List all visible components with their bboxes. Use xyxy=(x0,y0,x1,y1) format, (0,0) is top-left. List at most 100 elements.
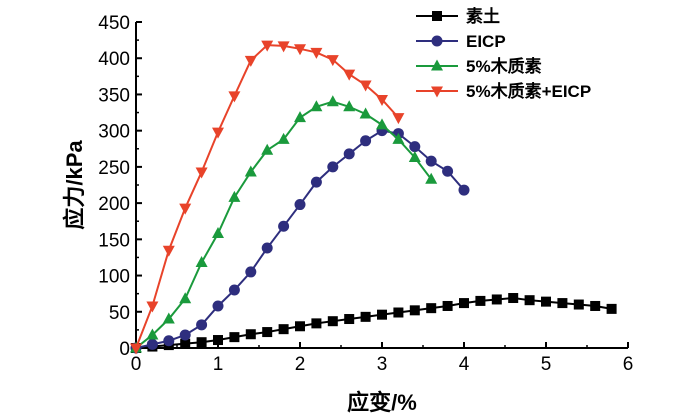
data-point xyxy=(294,44,306,56)
series-0 xyxy=(131,293,617,353)
data-point xyxy=(294,111,306,123)
data-point xyxy=(180,338,191,349)
data-point xyxy=(229,332,240,343)
y-tick-label: 100 xyxy=(98,267,130,288)
data-point xyxy=(277,132,290,144)
y-tick-label: 0 xyxy=(119,339,130,360)
data-point xyxy=(425,155,437,167)
plot-area xyxy=(135,22,628,349)
series-line xyxy=(135,129,465,349)
y-tick-label: 150 xyxy=(98,230,130,251)
x-tick-label: 3 xyxy=(377,354,388,375)
data-point xyxy=(327,316,338,327)
data-point xyxy=(179,292,192,304)
y-tick-label: 200 xyxy=(98,194,130,215)
data-point xyxy=(244,55,257,67)
data-point xyxy=(295,321,305,332)
data-point xyxy=(377,309,387,320)
data-point xyxy=(244,165,257,177)
series-2 xyxy=(130,95,438,353)
data-point xyxy=(196,337,207,348)
series-3 xyxy=(130,40,405,355)
data-point xyxy=(344,314,355,325)
legend: 素土 EICP 5%木质素 5%木质素+EICP xyxy=(416,6,591,101)
data-point xyxy=(261,242,273,254)
data-point xyxy=(524,295,535,306)
data-point xyxy=(195,256,208,268)
data-point xyxy=(541,296,551,307)
x-tick-label: 4 xyxy=(459,354,470,375)
data-point xyxy=(327,161,339,173)
x-tick-label: 6 xyxy=(623,354,634,375)
data-point xyxy=(245,329,256,340)
data-point xyxy=(376,118,388,130)
data-point xyxy=(162,312,175,324)
series-layer xyxy=(130,40,617,355)
data-point xyxy=(163,335,175,347)
data-point xyxy=(360,311,371,322)
data-point xyxy=(278,324,289,335)
series-line xyxy=(135,297,612,349)
x-axis: 0 1 2 3 4 5 6 xyxy=(131,342,634,375)
y-tick-label: 50 xyxy=(109,303,130,324)
y-tick-label: 450 xyxy=(98,13,130,34)
legend-marker xyxy=(431,35,443,47)
data-point xyxy=(261,143,274,155)
x-tick-label: 2 xyxy=(295,354,306,375)
data-point xyxy=(343,69,356,81)
y-tick-label: 250 xyxy=(98,158,130,179)
legend-item: EICP xyxy=(416,32,506,51)
legend-label: 素土 xyxy=(466,6,500,26)
data-point xyxy=(196,319,208,331)
y-tick-label: 400 xyxy=(98,49,130,70)
data-point xyxy=(606,303,617,314)
data-point xyxy=(245,266,257,278)
data-point xyxy=(212,300,224,312)
data-point xyxy=(228,284,240,296)
data-point xyxy=(458,184,470,196)
data-point xyxy=(475,295,486,306)
series-1 xyxy=(130,125,470,354)
data-point xyxy=(310,176,322,188)
data-point xyxy=(360,135,372,147)
data-point xyxy=(459,298,469,309)
data-point xyxy=(392,113,405,125)
data-point xyxy=(162,245,175,257)
data-point xyxy=(508,293,519,304)
data-point xyxy=(409,141,421,153)
data-point xyxy=(146,301,159,313)
data-point xyxy=(425,172,438,184)
data-point xyxy=(343,100,356,112)
data-point xyxy=(228,190,241,202)
data-point xyxy=(376,95,388,107)
data-point xyxy=(179,329,191,341)
y-tick-label: 300 xyxy=(98,122,130,143)
legend-item: 5%木质素 xyxy=(416,56,542,76)
data-point xyxy=(393,307,404,318)
data-point xyxy=(426,303,437,314)
data-point xyxy=(442,300,453,311)
data-point xyxy=(359,107,372,119)
x-tick-label: 5 xyxy=(541,354,552,375)
data-point xyxy=(195,167,208,179)
data-point xyxy=(408,150,421,162)
y-axis-title: 应力/kPa xyxy=(62,140,87,230)
data-point xyxy=(262,327,273,338)
data-point xyxy=(212,127,224,139)
legend-marker xyxy=(431,86,443,98)
data-point xyxy=(311,318,322,329)
y-axis: 0 50 100 150 200 250 300 350 400 450 xyxy=(98,13,142,360)
data-point xyxy=(359,80,372,92)
data-point xyxy=(146,338,158,350)
data-point xyxy=(573,299,584,310)
data-point xyxy=(491,294,502,305)
data-point xyxy=(590,300,601,311)
data-point xyxy=(442,165,454,177)
legend-marker xyxy=(432,11,442,21)
data-point xyxy=(277,41,290,53)
data-point xyxy=(179,203,192,215)
data-point xyxy=(146,328,159,340)
legend-item: 5%木质素+EICP xyxy=(416,81,591,101)
data-point xyxy=(261,40,274,52)
